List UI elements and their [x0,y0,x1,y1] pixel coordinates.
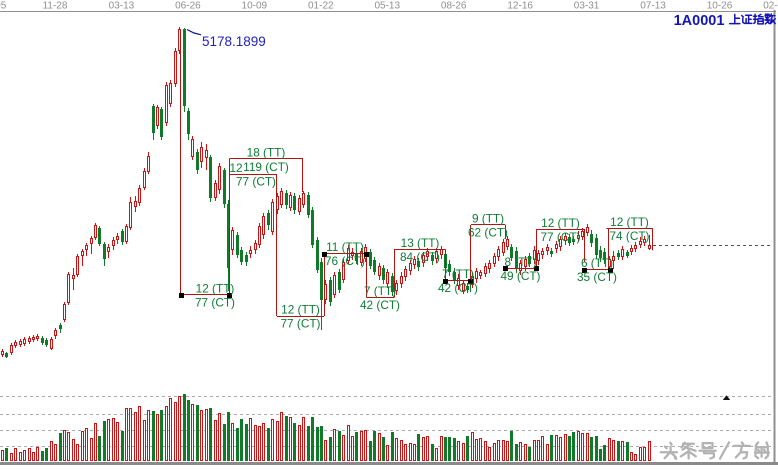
svg-text:12-16: 12-16 [507,1,533,12]
svg-text:11-28: 11-28 [43,1,68,12]
svg-text:10-26: 10-26 [707,1,733,12]
svg-text:6 (TT): 6 (TT) [581,256,613,270]
svg-text:05-13: 05-13 [374,1,400,12]
svg-text:12 (TT): 12 (TT) [281,303,320,317]
svg-text:42 (CT): 42 (CT) [438,281,478,295]
svg-text:84 (CT): 84 (CT) [400,250,440,264]
svg-text:7 (TT): 7 (TT) [442,267,474,281]
svg-text:12 (TT): 12 (TT) [610,215,649,229]
svg-text:42 (CT): 42 (CT) [360,298,400,312]
svg-text:7 (TT): 7 (TT) [364,284,396,298]
svg-text:77 (CT): 77 (CT) [281,317,321,331]
svg-text:77 (CT): 77 (CT) [541,230,581,244]
svg-text:08-26: 08-26 [441,1,467,12]
svg-text:12 (TT): 12 (TT) [541,216,580,230]
svg-text:03-13: 03-13 [109,1,135,12]
svg-text:07-13: 07-13 [640,1,666,12]
svg-text:77 (CT): 77 (CT) [236,175,276,189]
svg-text:9 (TT): 9 (TT) [472,212,504,226]
svg-text:5178.1899: 5178.1899 [202,34,266,49]
svg-text:12 (TT): 12 (TT) [196,282,235,296]
svg-text:62 (CT): 62 (CT) [468,226,508,240]
svg-text:76 (CT): 76 (CT) [325,254,365,268]
svg-text:8 (TT): 8 (TT) [504,255,536,269]
svg-text:1A0001: 1A0001 [674,13,725,29]
svg-text:18 (TT): 18 (TT) [247,146,286,160]
svg-text:49 (CT): 49 (CT) [501,269,541,283]
svg-text:09-05: 09-05 [0,1,7,12]
svg-text:10-09: 10-09 [242,1,268,12]
svg-text:01-22: 01-22 [308,1,334,12]
svg-text:35 (CT): 35 (CT) [577,270,617,284]
svg-text:12: 12 [229,161,242,175]
svg-text:03-31: 03-31 [574,1,600,12]
svg-text:119 (CT): 119 (CT) [243,160,289,174]
svg-text:06-26: 06-26 [175,1,201,12]
svg-text:02-09: 02-09 [763,1,778,12]
svg-text:74 (CT): 74 (CT) [610,229,650,243]
svg-text:77 (CT): 77 (CT) [195,296,235,310]
svg-text:11 (TT): 11 (TT) [326,240,364,254]
svg-text:13 (TT): 13 (TT) [401,236,440,250]
